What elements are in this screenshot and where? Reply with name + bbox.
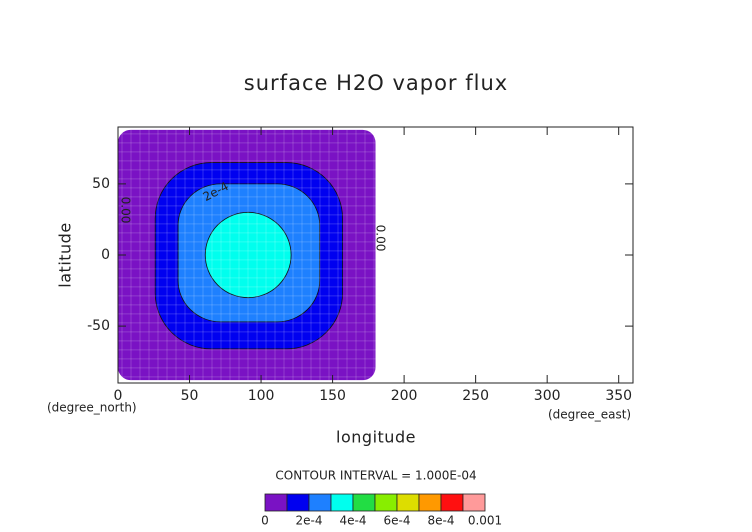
colorbar-box bbox=[440, 493, 464, 512]
x-tick-label: 50 bbox=[181, 388, 199, 404]
x-tick-label: 250 bbox=[462, 388, 489, 404]
x-unit: (degree_east) bbox=[548, 408, 631, 422]
x-tick-label: 100 bbox=[248, 388, 275, 404]
chart-title: surface H2O vapor flux bbox=[244, 71, 508, 95]
y-tick-label: 0 bbox=[101, 247, 110, 263]
x-tick-label: 350 bbox=[605, 388, 632, 404]
colorbar-box bbox=[308, 493, 332, 512]
contour-label: 0.00 bbox=[374, 225, 388, 252]
x-tick-label: 150 bbox=[319, 388, 346, 404]
colorbar-label: 0.001 bbox=[468, 514, 502, 528]
colorbar-box bbox=[374, 493, 398, 512]
colorbar-label: 2e-4 bbox=[296, 514, 323, 528]
y-axis-label: latitude bbox=[56, 222, 75, 287]
contour-region bbox=[204, 211, 292, 299]
colorbar-box bbox=[418, 493, 442, 512]
contour-interval: CONTOUR INTERVAL = 1.000E-04 bbox=[275, 469, 476, 483]
colorbar-box bbox=[264, 493, 288, 512]
colorbar-box bbox=[286, 493, 310, 512]
colorbar-box bbox=[352, 493, 376, 512]
y-tick-label: -50 bbox=[87, 318, 110, 334]
y-unit: (degree_north) bbox=[47, 401, 137, 415]
colorbar-box bbox=[396, 493, 420, 512]
colorbar-label: 0 bbox=[261, 514, 269, 528]
x-axis-label: longitude bbox=[336, 428, 416, 447]
x-tick-label: 0 bbox=[114, 388, 123, 404]
x-tick-label: 300 bbox=[534, 388, 561, 404]
colorbar-box bbox=[330, 493, 354, 512]
colorbar-label: 8e-4 bbox=[428, 514, 455, 528]
x-tick-label: 200 bbox=[391, 388, 418, 404]
colorbar-label: 6e-4 bbox=[384, 514, 411, 528]
contour-label: 0.00 bbox=[119, 197, 133, 224]
colorbar-label: 4e-4 bbox=[340, 514, 367, 528]
colorbar-box bbox=[462, 493, 486, 512]
y-tick-label: 50 bbox=[92, 176, 110, 192]
